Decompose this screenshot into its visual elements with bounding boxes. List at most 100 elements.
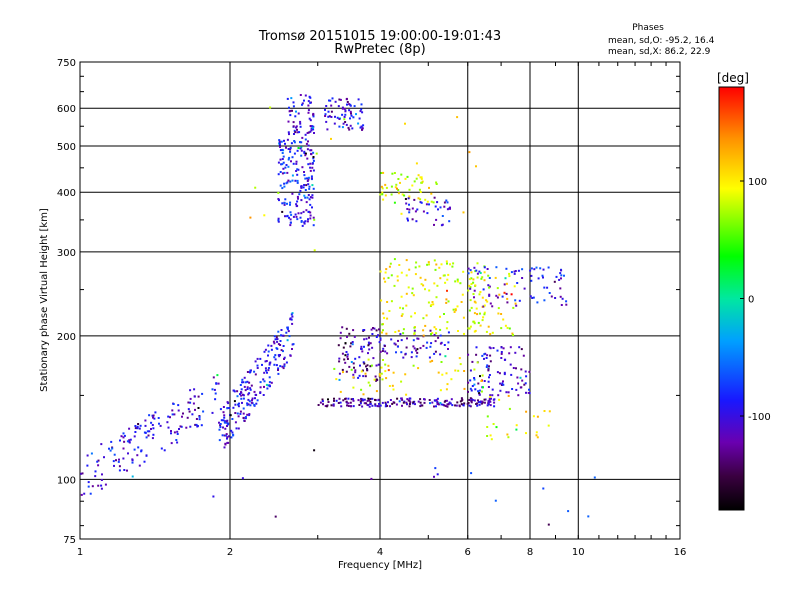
data-point bbox=[418, 265, 421, 268]
data-point bbox=[486, 268, 489, 270]
data-point bbox=[415, 162, 418, 165]
data-point bbox=[532, 296, 535, 299]
data-point bbox=[447, 348, 449, 350]
data-point bbox=[401, 193, 404, 196]
data-point bbox=[118, 458, 120, 461]
data-point bbox=[231, 418, 234, 420]
data-point bbox=[286, 97, 289, 100]
data-point bbox=[219, 424, 222, 427]
data-point bbox=[469, 397, 472, 400]
data-point bbox=[192, 402, 195, 405]
data-point bbox=[313, 132, 315, 134]
data-point bbox=[262, 394, 265, 396]
data-point bbox=[248, 392, 251, 395]
data-point bbox=[309, 101, 312, 104]
data-point bbox=[486, 364, 489, 367]
data-point bbox=[489, 394, 492, 397]
data-point bbox=[482, 316, 485, 319]
data-point bbox=[360, 370, 363, 373]
data-point bbox=[201, 392, 204, 395]
x-tick-label: 10 bbox=[572, 547, 585, 558]
colorbar-tick-label: 100 bbox=[748, 177, 767, 188]
data-point bbox=[286, 202, 288, 205]
data-point bbox=[439, 315, 441, 318]
data-point bbox=[381, 187, 384, 190]
data-point bbox=[433, 399, 436, 402]
data-point bbox=[279, 145, 281, 148]
data-point bbox=[365, 337, 368, 340]
data-point bbox=[510, 271, 513, 274]
data-point bbox=[475, 346, 478, 349]
data-point bbox=[486, 435, 489, 437]
data-point bbox=[406, 398, 409, 401]
data-point bbox=[278, 143, 281, 146]
data-point bbox=[500, 327, 503, 330]
data-point bbox=[446, 208, 449, 211]
data-point bbox=[489, 302, 492, 305]
data-point bbox=[309, 166, 312, 169]
data-point bbox=[150, 421, 153, 424]
data-point bbox=[414, 312, 416, 315]
data-point bbox=[296, 195, 299, 198]
data-point bbox=[150, 428, 152, 430]
data-point bbox=[353, 105, 356, 108]
data-point bbox=[239, 384, 242, 386]
data-point bbox=[333, 122, 336, 125]
data-point bbox=[536, 415, 539, 418]
data-point bbox=[412, 402, 414, 405]
data-point bbox=[488, 399, 491, 402]
data-point bbox=[502, 347, 505, 350]
data-point bbox=[476, 276, 479, 279]
data-point bbox=[363, 345, 365, 348]
data-point bbox=[312, 128, 315, 131]
data-point bbox=[289, 354, 292, 357]
data-point bbox=[469, 387, 472, 390]
data-point bbox=[410, 315, 413, 318]
data-point bbox=[426, 200, 429, 203]
data-point bbox=[417, 197, 420, 200]
data-point bbox=[417, 174, 420, 177]
data-point bbox=[331, 97, 334, 100]
data-point bbox=[218, 428, 221, 431]
data-point bbox=[279, 184, 282, 187]
data-point bbox=[532, 415, 535, 418]
data-point bbox=[311, 196, 314, 199]
data-point bbox=[341, 106, 344, 109]
data-point bbox=[413, 333, 416, 336]
data-point bbox=[273, 335, 276, 338]
data-point bbox=[548, 410, 551, 413]
data-point bbox=[425, 346, 428, 349]
data-point bbox=[472, 278, 475, 281]
data-point bbox=[515, 367, 517, 370]
data-point bbox=[154, 411, 157, 414]
data-point bbox=[341, 113, 344, 116]
data-point bbox=[404, 198, 407, 200]
data-point bbox=[504, 324, 507, 327]
data-point bbox=[87, 485, 90, 488]
data-point bbox=[470, 472, 473, 475]
data-point bbox=[148, 430, 151, 433]
data-point bbox=[268, 381, 271, 384]
data-point bbox=[433, 475, 435, 478]
data-point bbox=[492, 398, 495, 401]
data-point bbox=[396, 275, 399, 278]
data-point bbox=[131, 459, 134, 462]
data-point bbox=[278, 140, 281, 143]
data-point bbox=[528, 370, 531, 373]
data-point bbox=[507, 391, 510, 394]
data-point bbox=[433, 196, 436, 199]
data-point bbox=[497, 307, 500, 310]
data-point bbox=[202, 410, 205, 413]
data-point bbox=[500, 346, 503, 349]
data-point bbox=[486, 300, 489, 303]
data-point bbox=[487, 386, 490, 388]
data-point bbox=[492, 423, 495, 425]
data-point bbox=[433, 282, 436, 285]
data-point bbox=[286, 215, 289, 218]
data-point bbox=[324, 115, 327, 117]
data-point bbox=[248, 381, 251, 384]
data-point bbox=[213, 388, 216, 391]
data-point bbox=[311, 206, 313, 209]
data-point bbox=[535, 434, 538, 437]
data-point bbox=[437, 208, 439, 211]
